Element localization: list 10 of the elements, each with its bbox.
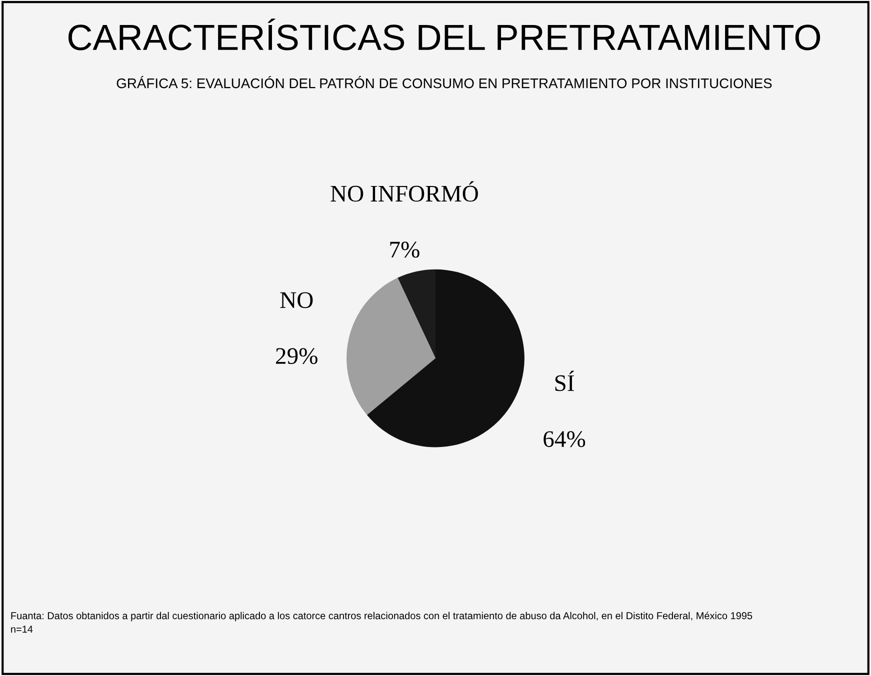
slice-label: NO — [280, 292, 313, 308]
data-label: 7% — [390, 242, 420, 258]
text: Fuanta: Datos obtanidos a partir dal cuestionario aplicado a los catorce cantros relacionados con el tratamiento de abuso da Alcohol, en el Distito Federal, México 1995 — [11, 612, 752, 622]
slice-label: SÍ — [555, 370, 574, 392]
chart-title: CARACTERÍSTICAS DEL PRETRATAMIENTO — [68, 18, 820, 50]
slice-label: NO INFORMÓ — [330, 181, 478, 202]
data-label: 29% — [276, 348, 318, 364]
chart-subtitle: GRÁFICA 5: EVALUACIÓN DEL PATRÓN DE CONSUMO EN PRETRATAMIENTO POR INSTITUCIONES — [116, 76, 772, 88]
text: n=14 — [11, 626, 33, 633]
data-label: 64% — [544, 431, 586, 448]
